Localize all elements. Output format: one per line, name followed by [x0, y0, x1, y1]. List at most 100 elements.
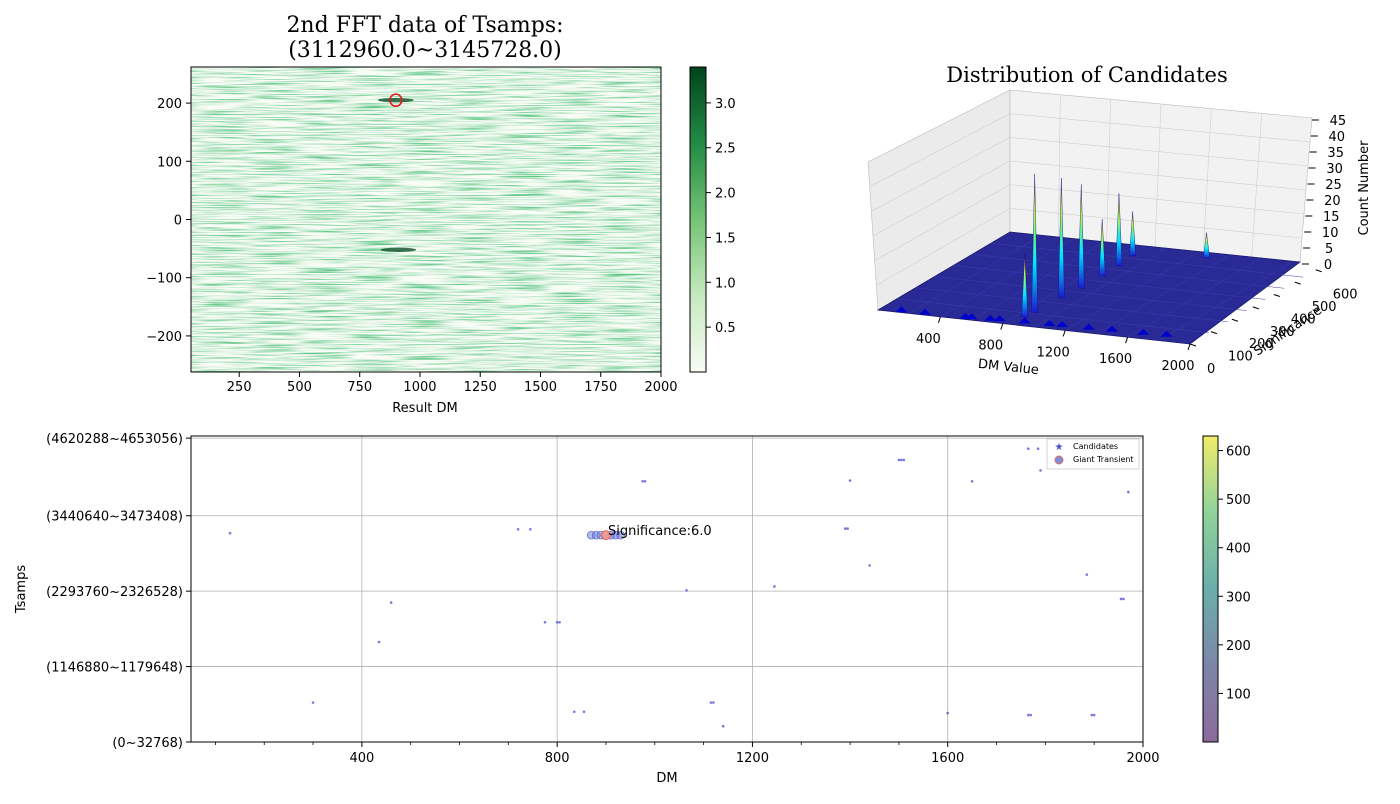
heatmap-x-tick-label: 500	[287, 380, 312, 395]
scatter-y-label: Tsamps	[14, 565, 29, 614]
surface-z-tick-label: 15	[1323, 210, 1340, 225]
candidate-point	[1026, 447, 1030, 450]
heatmap-colorbar-tick-label: 1.5	[715, 231, 736, 246]
candidate-point	[389, 601, 393, 604]
surface-floor-bump	[984, 314, 997, 321]
surface-floor-bump	[918, 308, 931, 315]
legend-giant-label: Giant Transient	[1073, 455, 1134, 464]
surface-floor-gridline	[915, 287, 1228, 322]
surface-floor-bump	[1137, 328, 1150, 335]
surface-x-tick-mark	[937, 316, 941, 323]
scatter-x-tick-label: 400	[349, 751, 374, 766]
surface-floor-bump	[993, 315, 1006, 322]
heatmap-y-tick-label: 200	[157, 97, 182, 112]
candidate-point	[846, 527, 849, 530]
candidate-point	[712, 701, 715, 704]
surface-x-tick-label: 800	[978, 339, 1003, 354]
heatmap-x-tick-label: 750	[347, 380, 372, 395]
scatter-colorbar-tick-label: 300	[1226, 590, 1251, 605]
scatter-x-ticks: 400 800 1200 1600 2000	[215, 742, 1160, 766]
surface-peak	[1021, 254, 1029, 318]
surface-floor-gridline	[1158, 262, 1291, 341]
heatmap-x-ticks: 250 500 750 1000 1250 1500 1750 2000	[227, 372, 678, 395]
heatmap-colorbar-tick-label: 3.0	[715, 97, 736, 112]
candidate-point	[377, 640, 381, 644]
scatter-x-tick-label: 2000	[1126, 751, 1159, 766]
surface-y-tick-mark	[1210, 331, 1218, 335]
candidate-point	[555, 621, 559, 624]
candidate-point	[572, 710, 576, 714]
surface-x-tick-label: 400	[916, 332, 941, 347]
legend-box	[1046, 438, 1140, 470]
candidate-point	[543, 621, 547, 624]
heatmap-colorbar-tick-label: 2.5	[715, 142, 736, 157]
heatmap-y-tick-label: 100	[157, 155, 182, 170]
candidate-point	[970, 479, 974, 483]
heatmap-x-tick-label: 2000	[644, 380, 677, 395]
scatter-colorbar-tick-label: 500	[1226, 493, 1251, 508]
scatter-y-tick-label: (3440640~3473408)	[46, 510, 183, 525]
candidate-point	[641, 479, 644, 483]
surface-z-tick-label: 0	[1324, 258, 1332, 273]
surface-peak	[1077, 184, 1085, 289]
surface-floor-gridline	[940, 238, 1073, 318]
surface-floor-gridline	[953, 265, 1266, 300]
surface-x-tick-mark	[1125, 337, 1129, 344]
candidate-point	[1119, 597, 1123, 601]
candidate-point	[1127, 490, 1130, 494]
candidate-point	[685, 589, 688, 592]
surface-floor-bump	[965, 313, 978, 320]
surface-floor-gridline	[934, 276, 1247, 311]
heatmap-highlight-circle	[389, 93, 403, 107]
surface-peak	[1058, 178, 1065, 299]
heatmap-colorbar-tick-label: 0.5	[715, 321, 736, 336]
scatter-y-ticks: (4620288~4653056) (3440640~3473408) (22937…	[46, 432, 191, 751]
heatmap-features	[377, 97, 417, 252]
heatmap-x-tick-label: 250	[227, 380, 252, 395]
surface-y-tick-mark	[1294, 281, 1301, 285]
surface-floor-gridline	[909, 235, 1042, 314]
surface-panel: Distribution of Candidates 400 800 1200 160…	[867, 63, 1372, 378]
surface-floor-gridline	[896, 298, 1209, 334]
scatter-x-label: DM	[656, 771, 677, 786]
surface-floor-bumps	[895, 306, 1173, 337]
candidate-point	[848, 479, 852, 482]
surface-floor-gridline	[1065, 252, 1198, 331]
surface-y-tick-mark	[1231, 318, 1239, 322]
surface-x-tick-label: 1200	[1037, 345, 1070, 360]
candidate-point	[843, 527, 847, 530]
scatter-colorbar-tick-label: 100	[1226, 687, 1251, 702]
candidate-point	[1026, 713, 1030, 717]
heatmap-y-tick-label: −200	[146, 330, 182, 345]
surface-peak	[1031, 173, 1038, 313]
surface-z-tick-label: 40	[1329, 130, 1346, 145]
giant-transient-point	[601, 530, 611, 541]
surface-x-tick-mark	[1062, 330, 1066, 337]
candidate-point	[558, 621, 561, 624]
surface-y-tick-label: 100	[1228, 350, 1253, 365]
heatmap-title-line1: 2nd FFT data of Tsamps:	[286, 13, 563, 38]
candidate-point	[1085, 573, 1089, 576]
surface-peak	[1203, 232, 1210, 259]
surface-y-tick-mark	[1273, 294, 1280, 297]
candidate-point	[516, 527, 520, 531]
candidate-point	[1036, 447, 1040, 450]
scatter-y-tick-label: (0~32768)	[112, 736, 183, 751]
surface-left-gridline	[869, 113, 1011, 187]
heatmap-colorbar	[689, 66, 707, 373]
surface-z-tick-label: 45	[1330, 114, 1347, 129]
surface-y-tick-label: 400	[1291, 312, 1316, 327]
candidate-point	[529, 527, 532, 531]
scatter-x-tick-label: 1600	[931, 751, 964, 766]
heatmap-title-line2: (3112960.0~3145728.0)	[288, 38, 562, 63]
giant-transient-star	[616, 530, 625, 540]
surface-y-label: Significance	[1251, 303, 1325, 359]
scatter-plot-area	[191, 436, 1143, 742]
surface-z-label: Count Number	[1357, 140, 1372, 236]
surface-y-tick-label: 500	[1312, 300, 1337, 315]
surface-x-tick-label: 1600	[1099, 352, 1132, 367]
heatmap-x-tick-label: 1750	[584, 380, 617, 395]
candidate-point	[1029, 713, 1033, 717]
